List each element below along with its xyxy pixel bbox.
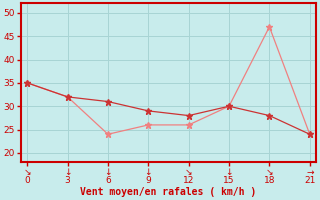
X-axis label: Vent moyen/en rafales ( km/h ): Vent moyen/en rafales ( km/h ) [80, 187, 257, 197]
